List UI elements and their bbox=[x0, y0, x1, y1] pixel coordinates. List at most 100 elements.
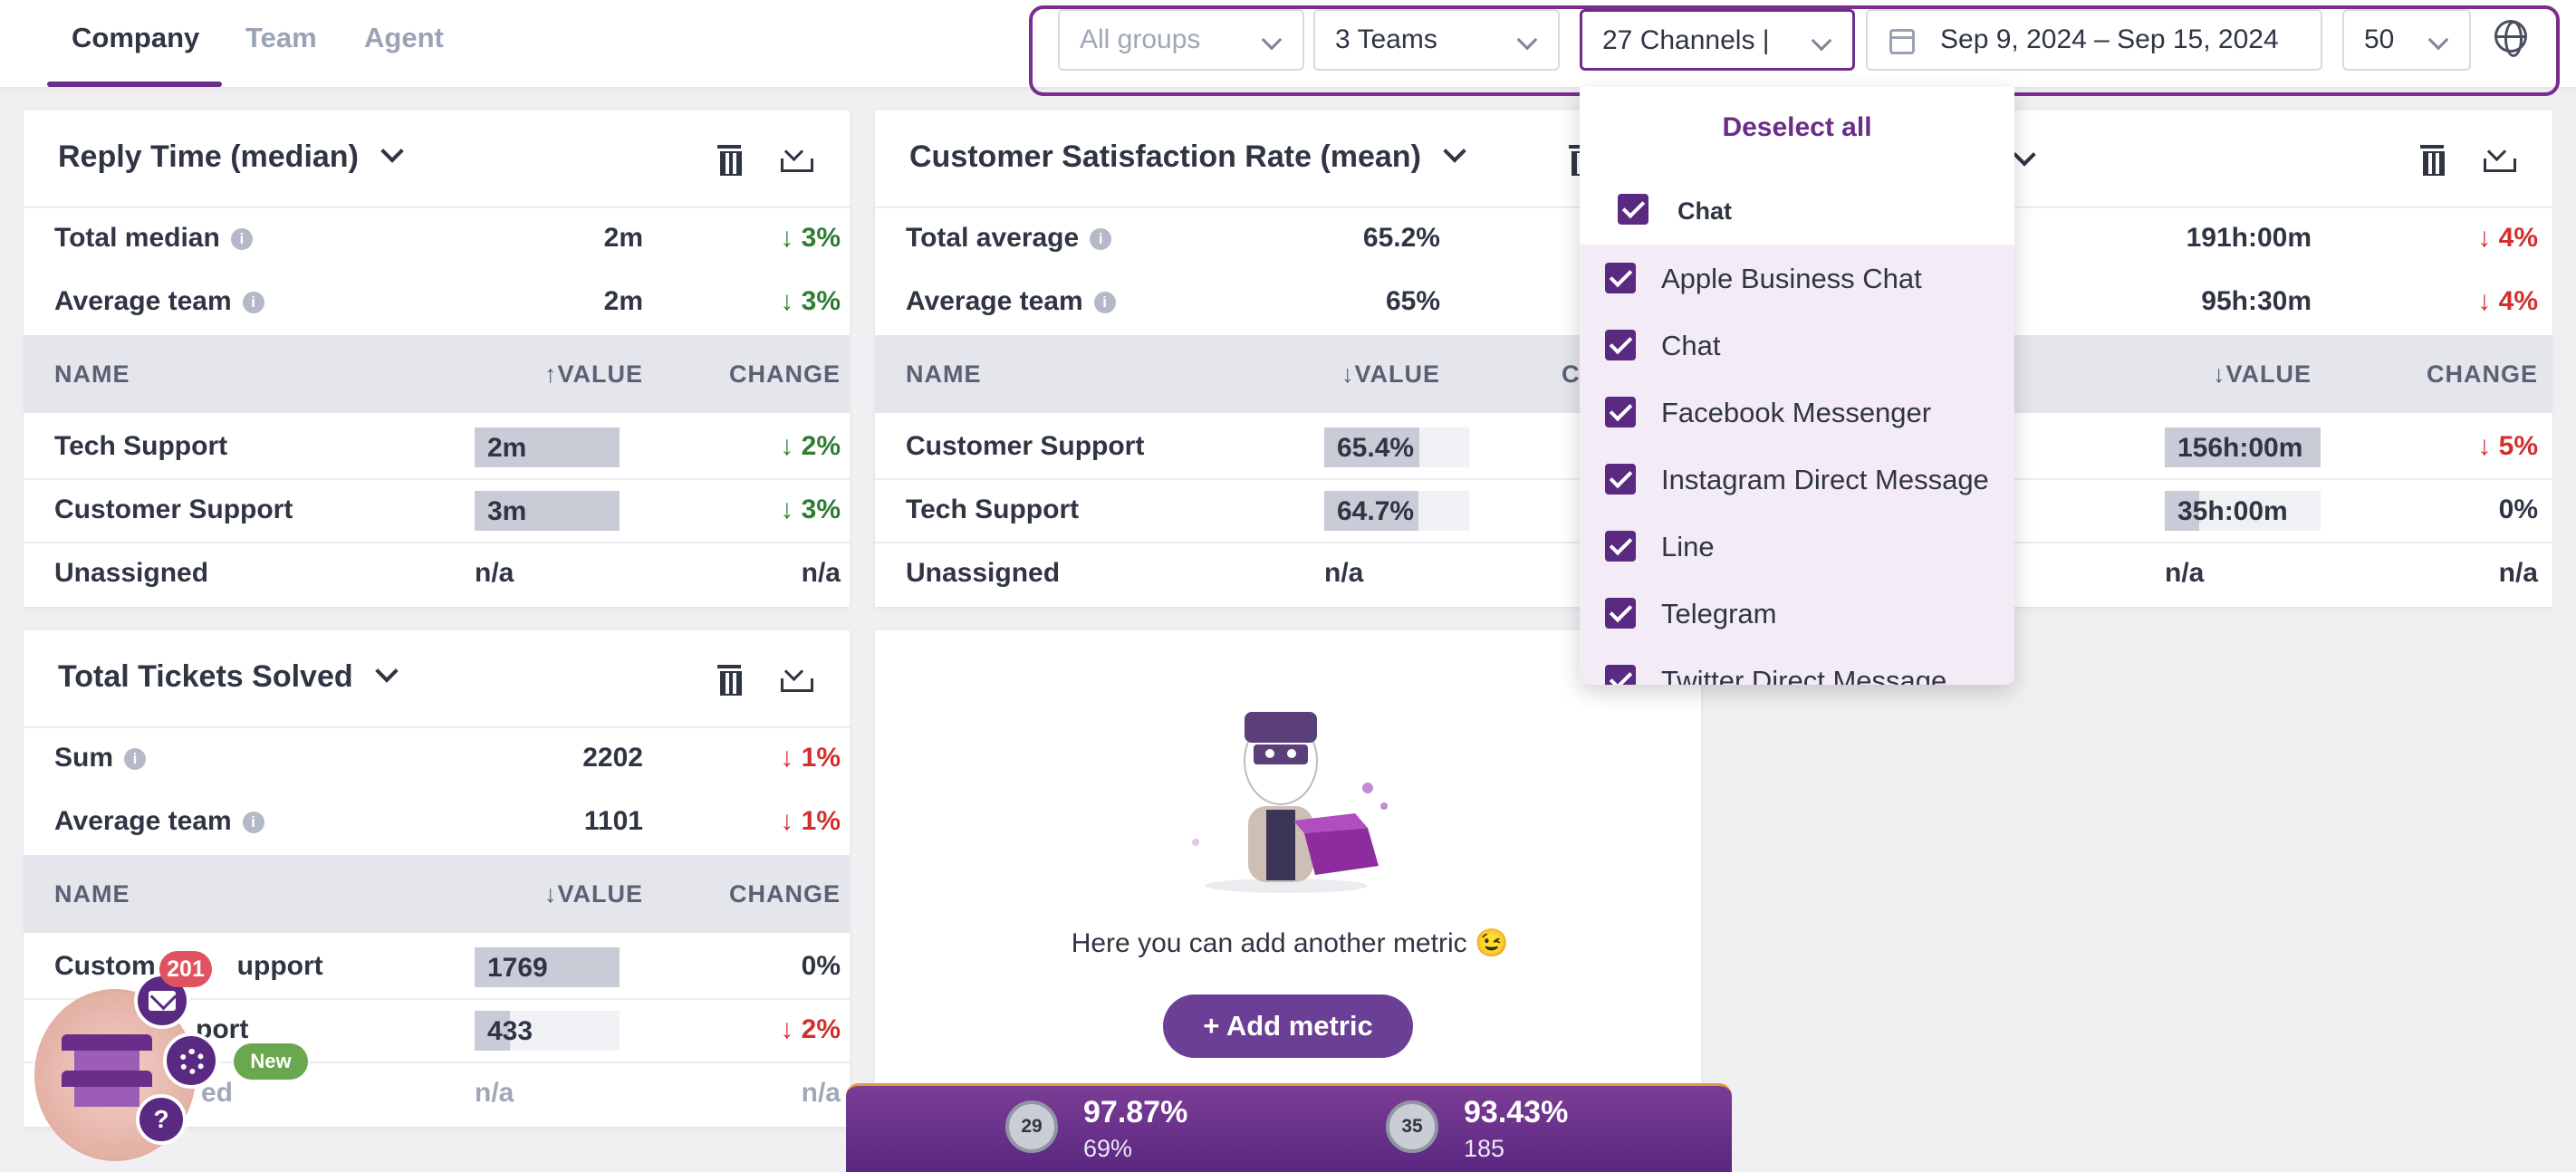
info-icon[interactable]: i bbox=[1093, 292, 1116, 313]
stat-value: 2202 bbox=[582, 743, 643, 773]
chevron-down-icon bbox=[1261, 29, 1283, 51]
tab-agent[interactable]: Agent bbox=[364, 22, 444, 53]
banner-sub: 185 bbox=[1464, 1135, 1505, 1162]
notification-count-badge: 201 bbox=[159, 951, 212, 987]
trophy-rank-icon: 35 bbox=[1386, 1100, 1438, 1153]
groups-select[interactable]: All groups bbox=[1058, 9, 1304, 71]
download-icon[interactable] bbox=[781, 145, 813, 172]
value-bar: 3m bbox=[475, 491, 620, 531]
channels-dropdown: Deselect all Chat Apple Business Chat Ch… bbox=[1580, 87, 2014, 685]
tab-team[interactable]: Team bbox=[245, 22, 317, 53]
stat-value: 1101 bbox=[583, 806, 643, 836]
card-title: Total Tickets Solved bbox=[58, 659, 399, 695]
reply-time-card: Reply Time (median) Total median i 2m ↓ 3… bbox=[24, 110, 850, 607]
column-header-value[interactable]: ↓VALUE bbox=[1341, 360, 1440, 388]
teams-select[interactable]: 3 Teams bbox=[1313, 9, 1560, 71]
trash-icon[interactable] bbox=[717, 665, 742, 696]
chevron-down-icon[interactable] bbox=[380, 139, 404, 163]
card-title: Customer Satisfaction Rate (mean) bbox=[909, 139, 1466, 175]
page-size-select[interactable]: 50 bbox=[2342, 9, 2471, 71]
info-icon[interactable]: i bbox=[242, 812, 264, 833]
stat-value: 65% bbox=[1385, 286, 1440, 316]
download-icon[interactable] bbox=[781, 665, 813, 692]
channels-value: 27 Channels bbox=[1602, 25, 1755, 55]
value-bar: 433 bbox=[475, 1011, 620, 1051]
stat-change: ↓ 3% bbox=[780, 223, 841, 253]
trophy-rank-icon: 29 bbox=[1005, 1100, 1058, 1153]
column-header-name[interactable]: NAME bbox=[54, 880, 130, 908]
column-header-change[interactable]: CHANGE bbox=[728, 880, 841, 908]
channel-checkbox[interactable] bbox=[1605, 263, 1636, 293]
envelope-icon bbox=[149, 991, 176, 1011]
date-range-picker[interactable]: Sep 9, 2024 – Sep 15, 2024 bbox=[1866, 9, 2322, 71]
new-badge: New bbox=[234, 1043, 308, 1080]
chevron-down-icon[interactable] bbox=[2013, 143, 2036, 167]
info-icon[interactable]: i bbox=[1090, 228, 1112, 250]
chevron-down-icon[interactable] bbox=[374, 659, 399, 683]
info-icon[interactable]: i bbox=[230, 228, 253, 250]
settings-button[interactable] bbox=[163, 1033, 219, 1089]
table-header: NAME ↓VALUE C bbox=[875, 335, 1701, 413]
deselect-all-button[interactable]: Deselect all bbox=[1722, 112, 1872, 142]
active-tab-indicator bbox=[47, 82, 222, 87]
column-header-change[interactable]: C bbox=[1562, 360, 1581, 388]
stat-value: 95h:30m bbox=[2201, 286, 2312, 316]
stat-label: Average team i bbox=[906, 286, 1116, 317]
channels-select[interactable]: 27 Channels | bbox=[1580, 9, 1855, 71]
value-bar: 35h:00m bbox=[2165, 491, 2321, 531]
info-icon[interactable]: i bbox=[124, 748, 147, 770]
stat-change: ↓ 3% bbox=[780, 286, 841, 316]
value-bar: 64.7% bbox=[1324, 491, 1469, 531]
stat-value: 2m bbox=[603, 286, 643, 316]
banner-percent: 97.87% bbox=[1083, 1095, 1188, 1129]
group-checkbox[interactable] bbox=[1618, 194, 1648, 225]
stat-label: Sum i bbox=[54, 743, 147, 773]
banner-percent: 93.43% bbox=[1464, 1095, 1569, 1129]
stat-value: 65.2% bbox=[1362, 223, 1440, 253]
value-bar: 2m bbox=[475, 427, 620, 467]
calendar-icon bbox=[1889, 29, 1915, 54]
column-header-change[interactable]: CHANGE bbox=[728, 360, 841, 388]
stat-value: 191h:00m bbox=[2186, 223, 2312, 253]
stat-label: Total median i bbox=[54, 223, 253, 254]
trash-icon[interactable] bbox=[2420, 145, 2445, 176]
chevron-down-icon bbox=[1811, 30, 1832, 52]
value-bar: 1769 bbox=[475, 947, 620, 987]
tab-company[interactable]: Company bbox=[72, 22, 200, 53]
column-header-name[interactable]: NAME bbox=[54, 360, 130, 388]
gear-icon bbox=[179, 1049, 205, 1074]
globe-icon[interactable] bbox=[2494, 20, 2527, 57]
stat-label: Average team i bbox=[54, 286, 264, 317]
column-header-name[interactable]: NAME bbox=[906, 360, 982, 388]
date-range-value: Sep 9, 2024 – Sep 15, 2024 bbox=[1940, 24, 2279, 54]
channel-checkbox[interactable] bbox=[1605, 330, 1636, 360]
banner-sub: 69% bbox=[1083, 1135, 1133, 1162]
info-icon[interactable]: i bbox=[242, 292, 264, 313]
temple-icon bbox=[62, 1025, 152, 1116]
channel-checkbox[interactable] bbox=[1605, 464, 1636, 495]
channel-checkbox[interactable] bbox=[1605, 397, 1636, 427]
help-button[interactable]: ? bbox=[136, 1094, 187, 1145]
csat-card: Customer Satisfaction Rate (mean) Total … bbox=[875, 110, 1701, 607]
table-header: NAME ↓VALUE CHANGE bbox=[24, 855, 850, 933]
trash-icon[interactable] bbox=[717, 145, 742, 176]
column-header-value[interactable]: ↑VALUE bbox=[543, 360, 643, 388]
chevron-down-icon[interactable] bbox=[1443, 139, 1466, 163]
stat-label: Average team i bbox=[54, 806, 264, 837]
column-header-change[interactable]: CHANGE bbox=[2426, 360, 2538, 388]
channel-checkbox[interactable] bbox=[1605, 531, 1636, 562]
leaderboard-banner[interactable]: 29 97.87% 69% 35 93.43% 185 bbox=[846, 1083, 1732, 1172]
stat-label: Total average i bbox=[906, 223, 1112, 254]
channel-checkbox[interactable] bbox=[1605, 665, 1636, 685]
stat-change: ↓ 1% bbox=[780, 743, 841, 773]
add-metric-button[interactable]: + Add metric bbox=[1163, 994, 1413, 1058]
column-header-value[interactable]: ↓VALUE bbox=[543, 880, 643, 908]
chevron-down-icon bbox=[1516, 29, 1538, 51]
column-header-value[interactable]: ↓VALUE bbox=[2212, 360, 2312, 388]
card-title: Reply Time (median) bbox=[58, 139, 404, 175]
download-icon[interactable] bbox=[2484, 145, 2516, 172]
ninja-mascot-icon bbox=[1192, 712, 1388, 893]
channel-checkbox[interactable] bbox=[1605, 598, 1636, 629]
teams-value: 3 Teams bbox=[1335, 24, 1437, 54]
groups-placeholder: All groups bbox=[1080, 24, 1201, 54]
